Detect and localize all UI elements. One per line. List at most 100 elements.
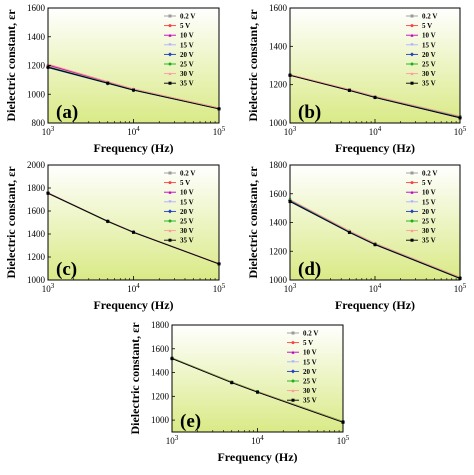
data-point [347, 230, 351, 234]
legend-marker [410, 238, 414, 242]
legend-marker [291, 398, 295, 402]
legend-entry: 10 V [422, 32, 436, 40]
x-tick-label: 104 [127, 125, 140, 137]
legend-marker [410, 181, 414, 185]
legend: 0.2 V5 V 10 V15 V 20 V 25 V30 V 35 V [406, 13, 437, 88]
legend-entry: 0.2 V [180, 170, 195, 178]
legend-entry: 25 V [180, 61, 194, 69]
x-tick-label: 105 [454, 282, 467, 294]
series-line [47, 66, 220, 110]
legend-entry: 25 V [422, 61, 436, 69]
legend-entry: 20 V [422, 51, 436, 59]
legend-marker [168, 62, 172, 66]
legend-marker [291, 350, 295, 354]
y-axis-label: Dielectric constant, εr [4, 9, 18, 122]
legend-entry: 30 V [180, 70, 194, 78]
y-tick-label: 1200 [151, 391, 170, 401]
y-tick-label: 1200 [269, 80, 288, 90]
x-tick-label: 103 [42, 125, 55, 137]
legend-entry: 10 V [180, 32, 194, 40]
series-line [171, 358, 344, 423]
y-tick-label: 1000 [27, 89, 46, 99]
legend-marker [168, 190, 172, 194]
y-tick-label: 1800 [27, 183, 46, 193]
data-point [132, 88, 135, 92]
legend-marker [291, 341, 295, 345]
legend-marker [168, 43, 172, 47]
legend-entry: 0.2 V [422, 13, 437, 21]
data-point [347, 88, 351, 92]
legend-marker [168, 24, 172, 28]
legend-marker [168, 238, 172, 242]
y-axis-label: Dielectric constant, εr [246, 166, 260, 279]
y-tick-label: 1600 [27, 3, 46, 13]
legend-entry: 20 V [422, 208, 436, 216]
legend-marker [168, 81, 172, 85]
data-point [132, 230, 135, 234]
x-tick-label: 105 [213, 282, 226, 294]
series-line [289, 74, 461, 119]
y-tick-label: 1600 [151, 344, 170, 354]
legend-marker [168, 14, 172, 18]
y-tick-label: 1800 [269, 160, 288, 170]
y-tick-label: 1200 [27, 252, 46, 262]
x-tick-label: 104 [369, 125, 382, 137]
y-tick-label: 1400 [269, 218, 288, 228]
panel-label: (b) [298, 102, 321, 123]
legend-marker [291, 369, 295, 374]
series-line [289, 201, 461, 279]
legend-entry: 20 V [303, 368, 317, 376]
x-tick-label: 104 [127, 282, 140, 294]
legend-entry: 20 V [180, 208, 194, 216]
y-tick-label: 800 [32, 118, 46, 128]
series-line [289, 199, 461, 278]
plot-background [48, 8, 219, 123]
legend-marker [291, 389, 295, 393]
legend-marker [410, 209, 414, 214]
plot-background [48, 165, 219, 280]
x-tick-label: 103 [42, 282, 55, 294]
legend-entry: 5 V [422, 22, 432, 30]
y-tick-label: 1400 [27, 229, 46, 239]
legend-entry: 15 V [303, 358, 317, 366]
legend-marker [168, 171, 172, 175]
legend-marker [410, 24, 414, 28]
x-tick-label: 105 [337, 434, 350, 446]
data-point [373, 96, 377, 100]
y-tick-label: 1800 [151, 320, 170, 330]
plot-background [172, 325, 343, 432]
legend-entry: 20 V [180, 51, 194, 59]
panel-label: (d) [298, 259, 321, 280]
legend-marker [410, 171, 414, 175]
x-tick-label: 105 [213, 125, 226, 137]
x-tick-label: 103 [166, 434, 179, 446]
y-axis-label: Dielectric constant, εr [4, 166, 18, 279]
panel-a: 800 1000 1200 1400 1600 103 104 105 Frequency (H… [4, 3, 226, 155]
legend-marker [291, 331, 295, 335]
x-axis-label: Frequency (Hz) [93, 141, 173, 155]
y-tick-label: 1000 [27, 275, 46, 285]
y-axis-label: Dielectric constant, εr [128, 322, 142, 435]
data-point [256, 390, 259, 394]
legend-marker [410, 190, 414, 194]
legend-marker [168, 209, 172, 214]
y-tick-label: 1400 [269, 41, 288, 51]
legend-entry: 30 V [303, 387, 317, 395]
y-tick-label: 1600 [269, 189, 288, 199]
legend: 0.2 V5 V 10 V15 V 20 V 25 V30 V 35 V [287, 330, 318, 405]
data-point [230, 381, 234, 385]
x-axis-label: Frequency (Hz) [217, 450, 297, 464]
y-axis-label: Dielectric constant, εr [246, 9, 260, 122]
panel-label: (e) [180, 411, 201, 432]
panel-label: (c) [56, 259, 77, 280]
legend-entry: 5 V [422, 179, 432, 187]
x-axis-label: Frequency (Hz) [335, 298, 415, 312]
legend-marker [410, 200, 414, 204]
x-tick-label: 103 [284, 282, 297, 294]
legend-entry: 5 V [180, 22, 190, 30]
y-tick-label: 1400 [27, 32, 46, 42]
data-point [106, 81, 110, 85]
legend-entry: 5 V [303, 339, 313, 347]
legend-entry: 30 V [422, 227, 436, 235]
legend-marker [410, 33, 414, 37]
